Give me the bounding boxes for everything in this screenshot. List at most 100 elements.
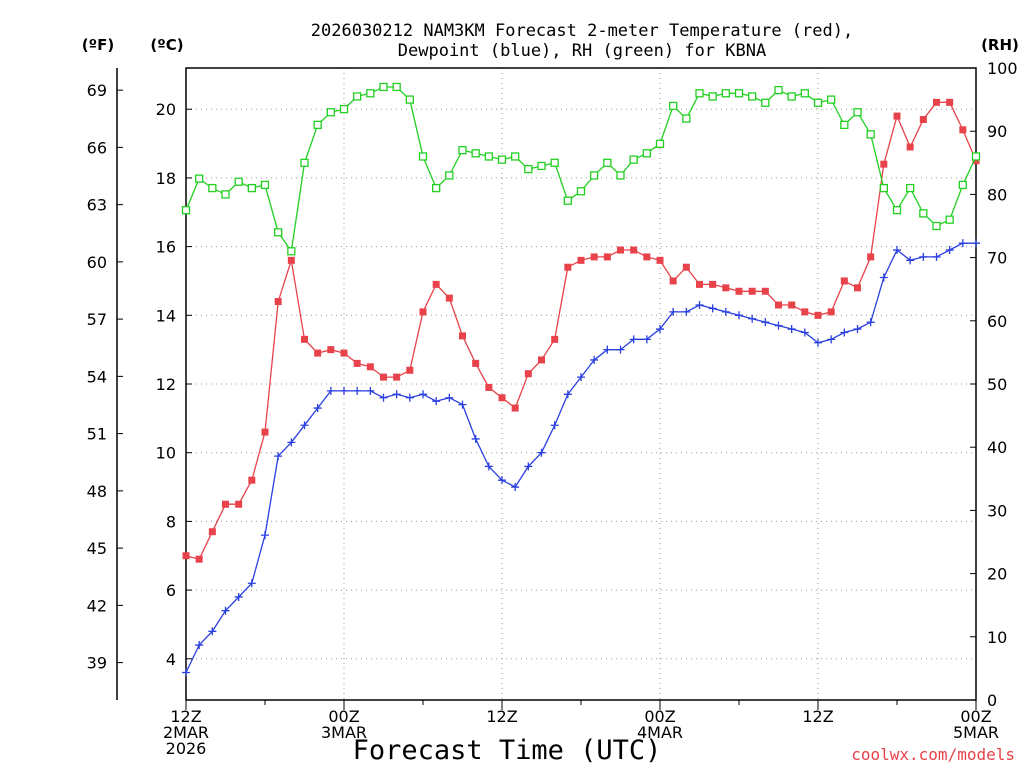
- celsius-unit-label: (ºC): [150, 36, 183, 54]
- rh-tick-label: 70: [987, 249, 1007, 268]
- fahrenheit-tick-label: 69: [87, 81, 107, 100]
- dewpoint-point: [498, 476, 506, 485]
- rh-point: [576, 187, 586, 196]
- temperature-point: [748, 287, 756, 295]
- dewpoint-point: [774, 321, 783, 330]
- temperature-point: [340, 349, 348, 357]
- celsius-tick-label: 10: [156, 444, 176, 463]
- rh-point: [274, 228, 283, 237]
- source-credit: coolwx.com/models: [851, 745, 1015, 764]
- dewpoint-point: [247, 579, 256, 588]
- rh-point: [721, 89, 730, 98]
- dewpoint-point: [682, 307, 691, 316]
- temperature-point: [788, 301, 796, 309]
- temperature-point: [959, 126, 967, 134]
- temperature-point: [459, 332, 466, 340]
- rh-point: [300, 158, 309, 167]
- dewpoint-point: [603, 345, 612, 354]
- dewpoint-point: [695, 301, 704, 309]
- rh-axis-ticks: 0 10 20 30 40 50 60 70 80 90 100: [970, 59, 1018, 710]
- fahrenheit-axis-ticks: 39 42 45 48 51 54 57 60 63 66 69: [87, 81, 123, 673]
- rh-tick-label: 10: [987, 628, 1007, 647]
- rh-point: [932, 221, 941, 231]
- dewpoint-point: [234, 592, 243, 601]
- dewpoint-point: [366, 386, 375, 395]
- fahrenheit-tick-label: 42: [87, 596, 107, 615]
- dewpoint-point: [972, 239, 980, 248]
- rh-point: [511, 152, 520, 161]
- time-tick-label: 5MAR: [953, 723, 999, 742]
- dewpoint-point: [379, 393, 388, 402]
- dewpoint-point: [642, 335, 651, 344]
- dewpoint-point: [748, 314, 757, 323]
- dewpoint-point: [550, 421, 559, 430]
- time-tick-label: 12Z: [170, 707, 201, 726]
- time-tick-label: 4MAR: [637, 723, 683, 742]
- chart-title-line-1: 2026030212 NAM3KM Forecast 2-meter Tempe…: [311, 21, 853, 41]
- rh-point: [366, 89, 375, 98]
- dewpoint-point: [182, 668, 190, 677]
- rh-point: [471, 149, 480, 158]
- time-tick-label: 12Z: [802, 707, 833, 726]
- x-axis-title: Forecast Time (UTC): [353, 735, 662, 766]
- temperature-point: [301, 335, 308, 343]
- time-tick-label: 00Z: [960, 707, 991, 726]
- temperature-point: [761, 287, 769, 295]
- dewpoint-point: [919, 252, 928, 261]
- temperature-point: [498, 394, 506, 402]
- dewpoint-point: [419, 390, 427, 399]
- temperature-point: [222, 500, 229, 508]
- fahrenheit-tick-label: 48: [87, 482, 107, 501]
- temperature-point: [867, 253, 875, 261]
- dewpoint-line: [185, 242, 976, 673]
- temperature-point: [366, 363, 374, 371]
- rh-point: [840, 120, 849, 130]
- dewpoint-point: [353, 386, 362, 395]
- dewpoint-point: [287, 438, 296, 447]
- temperature-point: [696, 280, 703, 288]
- temperature-point: [248, 476, 256, 484]
- rh-point: [787, 92, 796, 101]
- rh-point: [313, 120, 322, 130]
- temperature-point: [327, 346, 335, 354]
- temperature-point: [261, 428, 269, 436]
- rh-point: [945, 215, 954, 224]
- dewpoint-point: [340, 386, 348, 395]
- dewpoint-point: [761, 318, 770, 327]
- dewpoint-point: [827, 335, 836, 344]
- fahrenheit-tick-label: 66: [87, 138, 107, 157]
- dewpoint-point: [405, 393, 414, 402]
- temperature-point: [775, 301, 782, 309]
- temperature-point: [801, 308, 809, 316]
- time-tick-label: 00Z: [644, 707, 675, 726]
- rh-point: [774, 85, 783, 95]
- rh-point: [537, 161, 546, 171]
- rh-point: [734, 89, 744, 98]
- rh-point: [550, 158, 559, 167]
- fahrenheit-tick-label: 51: [87, 425, 107, 444]
- dewpoint-point: [300, 421, 309, 430]
- dewpoint-point: [326, 386, 335, 395]
- dewpoint-point: [669, 307, 678, 316]
- dewpoint-point: [958, 239, 967, 248]
- fahrenheit-tick-label: 45: [87, 539, 107, 558]
- temperature-point: [472, 359, 480, 367]
- rh-point: [958, 180, 967, 190]
- rh-point: [563, 196, 572, 205]
- chart-title-line-2: Dewpoint (blue), RH (green) for KBNA: [398, 41, 766, 61]
- fahrenheit-tick-label: 57: [87, 310, 107, 329]
- dewpoint-point: [866, 318, 875, 327]
- fahrenheit-tick-label: 54: [87, 367, 107, 386]
- dewpoint-point: [853, 325, 862, 334]
- rh-point: [603, 158, 612, 167]
- rh-point: [813, 98, 823, 107]
- celsius-tick-label: 18: [156, 169, 176, 188]
- dewpoint-point: [787, 325, 796, 334]
- rh-point: [669, 101, 678, 111]
- rh-point: [353, 92, 362, 101]
- dewpoint-point: [629, 335, 638, 344]
- dewpoint-point: [537, 448, 546, 457]
- dewpoint-point: [195, 641, 204, 650]
